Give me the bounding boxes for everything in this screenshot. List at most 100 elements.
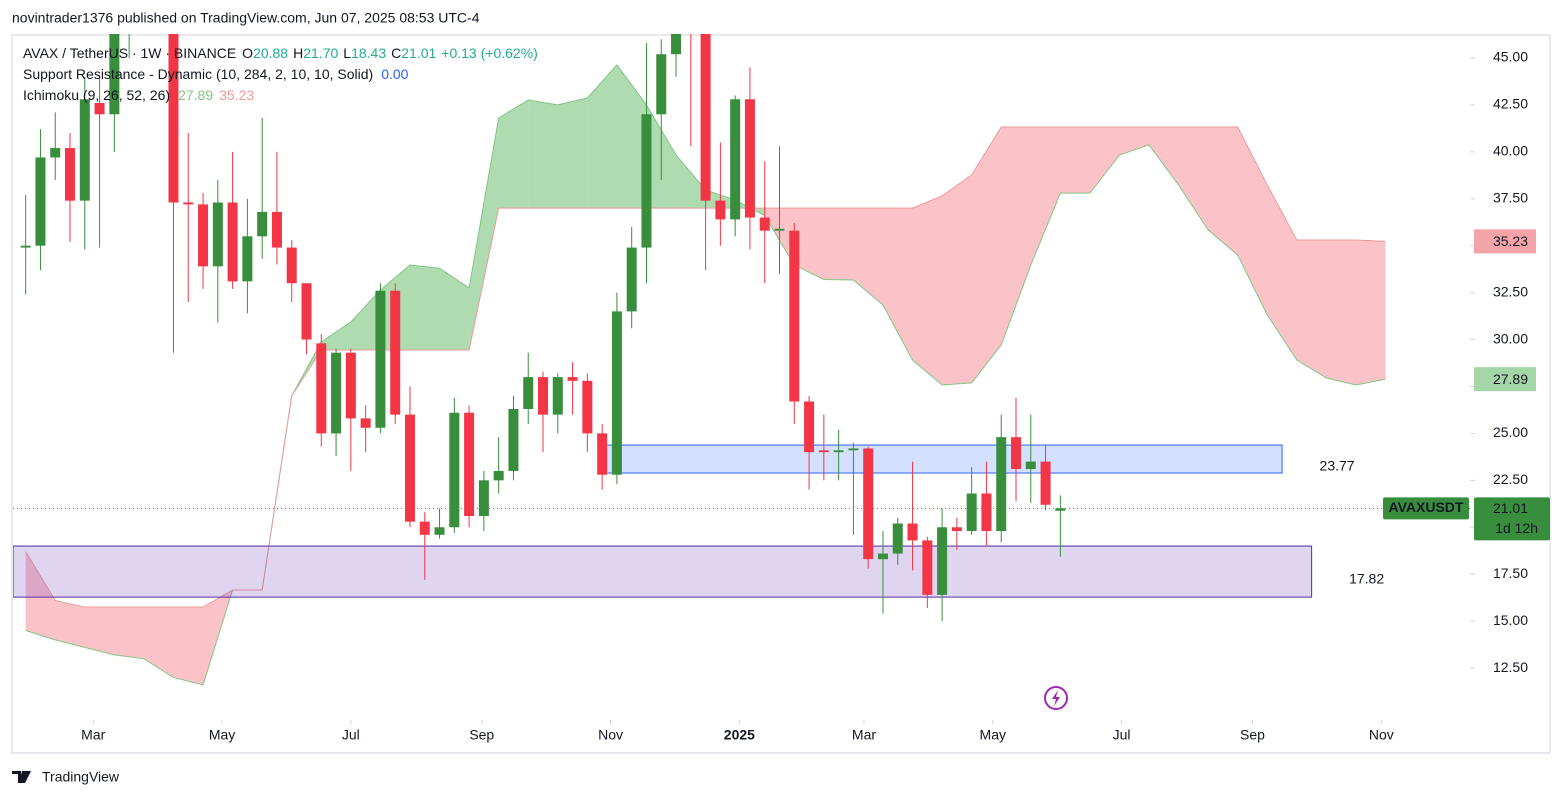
cloud-segment (1089, 127, 1120, 194)
zone (13, 545, 1313, 598)
cloud-segment (1296, 240, 1327, 379)
ohlc-value: 21.70 (303, 45, 338, 61)
cloud-segment (498, 100, 529, 209)
ticker-tag (1383, 497, 1469, 520)
ohlc-label: L (343, 45, 351, 61)
candle-body (65, 148, 76, 201)
cloud-segment (823, 208, 854, 281)
candle-body (730, 99, 741, 220)
y-tick-label: 45.00 (1493, 49, 1528, 65)
indicator-tag (1474, 367, 1536, 392)
ohlc-label: O (242, 45, 253, 61)
candle-body (671, 34, 682, 55)
alert-icon (1044, 686, 1068, 710)
cloud-segment (557, 97, 588, 209)
indicator-name: Support Resistance - Dynamic (10, 284, 2… (23, 66, 373, 82)
indicator-value: 0.00 (381, 66, 408, 82)
y-tick-label: 40.00 (1493, 143, 1528, 159)
candle-body (390, 290, 401, 415)
candle-body (686, 0, 696, 30)
candle-body (493, 470, 504, 481)
candle-body (626, 247, 637, 312)
cloud-segment (1119, 127, 1150, 156)
candle-body (419, 521, 430, 535)
candle-body (774, 228, 785, 231)
candle-body (523, 377, 534, 410)
candle-body (242, 236, 253, 282)
candle-body (316, 343, 327, 434)
cloud-segment (794, 208, 824, 280)
indicator-line: Support Resistance - Dynamic (10, 284, 2… (23, 66, 409, 82)
cloud-segment (971, 127, 1002, 383)
cloud-segment (882, 208, 913, 361)
cloud-segment (1237, 127, 1268, 315)
cloud-segment (1267, 185, 1297, 361)
cloud-segment (469, 118, 499, 351)
candle-body (966, 493, 977, 532)
y-tick-label: 30.00 (1493, 330, 1528, 346)
y-tick-label: 17.50 (1493, 565, 1528, 581)
candle-body (154, 0, 164, 2)
y-tick-label: 25.00 (1493, 424, 1528, 440)
cloud-segment (84, 607, 115, 655)
candle-body (715, 200, 726, 220)
price-tag-label: 21.01 (1493, 500, 1528, 516)
cloud-segment (942, 174, 972, 385)
cloud-segment (853, 208, 883, 306)
cloud-segment (616, 64, 647, 209)
candle-body (538, 377, 549, 415)
countdown: 1d 12h (1495, 520, 1538, 536)
header: novintrader1376 published on TradingView… (12, 10, 480, 26)
candle-body (789, 230, 800, 402)
candle-body (271, 211, 282, 248)
alert-circle (1044, 686, 1068, 710)
candle-body (183, 202, 194, 205)
zone-label: 17.82 (1349, 570, 1384, 586)
indicator-line: Ichimoku (9, 26, 52, 26) 27.89 35.23 (23, 87, 254, 103)
candle-body (1011, 437, 1022, 470)
y-tick-label: 15.00 (1493, 612, 1528, 628)
change: +0.13 (+0.62%) (441, 45, 538, 61)
candle-body (759, 217, 770, 231)
x-tick-label: 2025 (724, 727, 755, 743)
cloud-segment (1060, 127, 1090, 194)
cloud-segment (1001, 127, 1031, 345)
chart-frame (11, 34, 1551, 754)
candle-body (1055, 508, 1066, 511)
candle-body (345, 352, 356, 419)
candle-body (1040, 461, 1051, 505)
footer: TradingView (42, 769, 120, 785)
logo-icon (12, 771, 31, 783)
candle-body (449, 412, 460, 528)
x-tick-label: Sep (469, 727, 494, 743)
zone (601, 444, 1283, 474)
cloud-segment (439, 268, 470, 351)
cloud-segment (173, 607, 204, 685)
candle-body (375, 290, 386, 428)
candle-body (478, 480, 489, 517)
candle-body (404, 414, 415, 522)
candle-body (109, 34, 120, 115)
candle-body (597, 433, 608, 475)
price-tag (1474, 497, 1550, 541)
indicator-value: 35.23 (219, 87, 254, 103)
cloud-segment (1149, 127, 1179, 186)
ohlc-value: 20.88 (253, 45, 288, 61)
candle-body (35, 157, 46, 246)
candle-body (20, 245, 31, 248)
cloud-segment (114, 607, 144, 659)
legend-line: AVAX / TetherUS · 1W · BINANCE O20.88 H21.… (23, 45, 538, 61)
x-tick-label: Jul (1113, 727, 1131, 743)
ohlc-label: C (391, 45, 401, 61)
candle-body (198, 204, 209, 267)
candle-body (331, 352, 342, 434)
candle-body (301, 283, 312, 340)
candle-body (744, 99, 755, 218)
cloud-segment (1030, 127, 1061, 266)
candle-body (508, 409, 519, 471)
candle-body (434, 527, 445, 535)
cloud-segment (1326, 240, 1356, 385)
candle-body (804, 401, 815, 453)
y-tick-label: 12.50 (1493, 659, 1528, 675)
